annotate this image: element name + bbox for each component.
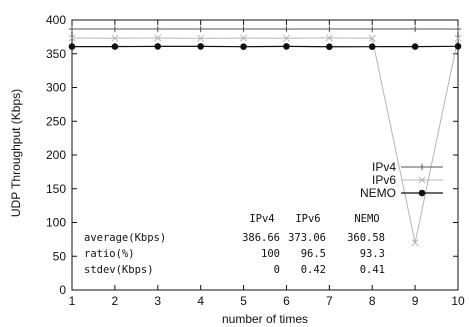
y-axis-title: UDP Throughput (Kbps) (9, 89, 23, 217)
stats-row-label: stdev(Kbps) (84, 264, 154, 276)
axes: 0 50 100 150 200 250 300 350 400 1 2 3 4 5 6 7 8 9 10 (46, 13, 465, 308)
data-point-nemo (454, 43, 462, 50)
x-tick-label: 3 (154, 294, 161, 308)
y-tick-label: 0 (59, 283, 66, 297)
data-point-ipv6 (454, 34, 462, 42)
stats-table: IPv4 IPv6 NEMO average(Kbps) 386.66 373.06 360… (84, 213, 385, 276)
data-point-ipv4 (154, 25, 161, 33)
data-point-nemo (411, 43, 419, 50)
x-tick-label: 5 (240, 294, 247, 308)
data-point-ipv4 (240, 25, 247, 33)
stats-cell: 0 (274, 264, 280, 276)
data-point-nemo (240, 43, 247, 50)
y-tick-label: 350 (46, 47, 66, 61)
data-point-nemo (68, 43, 76, 50)
y-tick-label: 400 (46, 13, 66, 27)
stats-cell: 0.42 (301, 264, 326, 276)
stats-header: IPv6 (295, 213, 320, 225)
data-point-ipv4 (197, 25, 204, 33)
x-axis-title: number of times (222, 312, 308, 326)
x-tick-label: 2 (112, 294, 119, 308)
y-tick-label: 200 (46, 148, 66, 162)
data-point-nemo (111, 43, 119, 50)
data-point-ipv6 (282, 34, 290, 42)
data-point-ipv6 (325, 34, 333, 42)
data-point-ipv6 (154, 34, 162, 42)
data-point-ipv6 (111, 34, 119, 42)
y-tick-label: 100 (46, 216, 66, 230)
data-point-ipv4 (326, 25, 333, 33)
stats-cell: 93.3 (360, 248, 385, 260)
x-tick-label: 6 (283, 294, 290, 308)
x-tick-label: 8 (369, 294, 376, 308)
data-point-nemo (197, 43, 204, 50)
series-line-ipv6 (71, 37, 459, 243)
data-point-ipv6 (368, 34, 376, 42)
stats-cell: 360.58 (347, 232, 385, 244)
data-point-nemo (368, 43, 376, 50)
y-tick-label: 300 (46, 81, 66, 95)
data-point-ipv4 (454, 25, 462, 33)
x-tick-label: 1 (69, 294, 76, 308)
data-point-ipv6 (240, 34, 248, 42)
legend-label-ipv6: IPv6 (372, 173, 396, 187)
legend-marker-ipv4 (418, 163, 426, 171)
stats-header: NEMO (354, 213, 379, 225)
data-point-ipv4 (411, 25, 419, 33)
stats-row-label: ratio(%) (84, 248, 135, 260)
y-tick-label: 250 (46, 114, 66, 128)
data-point-ipv4 (68, 25, 76, 33)
legend-label-nemo: NEMO (360, 186, 396, 200)
x-tick-label: 4 (197, 294, 204, 308)
stats-cell: 386.66 (242, 232, 280, 244)
x-tick-label: 10 (451, 294, 465, 308)
data-point-ipv6 (411, 239, 419, 247)
data-point-ipv4 (111, 25, 119, 33)
data-point-nemo (283, 43, 290, 50)
x-tick-label: 7 (326, 294, 333, 308)
stats-cell: 96.5 (301, 248, 326, 260)
legend-marker-nemo (418, 189, 426, 197)
series-lines (68, 25, 462, 247)
legend-label-ipv4: IPv4 (372, 160, 396, 174)
data-point-ipv4 (369, 25, 376, 33)
stats-row-label: average(Kbps) (84, 232, 166, 244)
y-tick-label: 50 (53, 249, 67, 263)
stats-cell: 0.41 (360, 264, 385, 276)
data-point-ipv4 (283, 25, 290, 33)
data-point-nemo (154, 43, 162, 50)
stats-header: IPv4 (249, 213, 274, 225)
data-point-nemo (326, 43, 333, 51)
stats-cell: 100 (261, 248, 280, 260)
y-tick-label: 150 (46, 182, 66, 196)
stats-cell: 373.06 (288, 232, 326, 244)
data-point-ipv6 (68, 34, 76, 42)
data-point-ipv6 (197, 34, 205, 42)
x-tick-label: 9 (412, 294, 419, 308)
legend-marker-ipv6 (418, 176, 426, 184)
